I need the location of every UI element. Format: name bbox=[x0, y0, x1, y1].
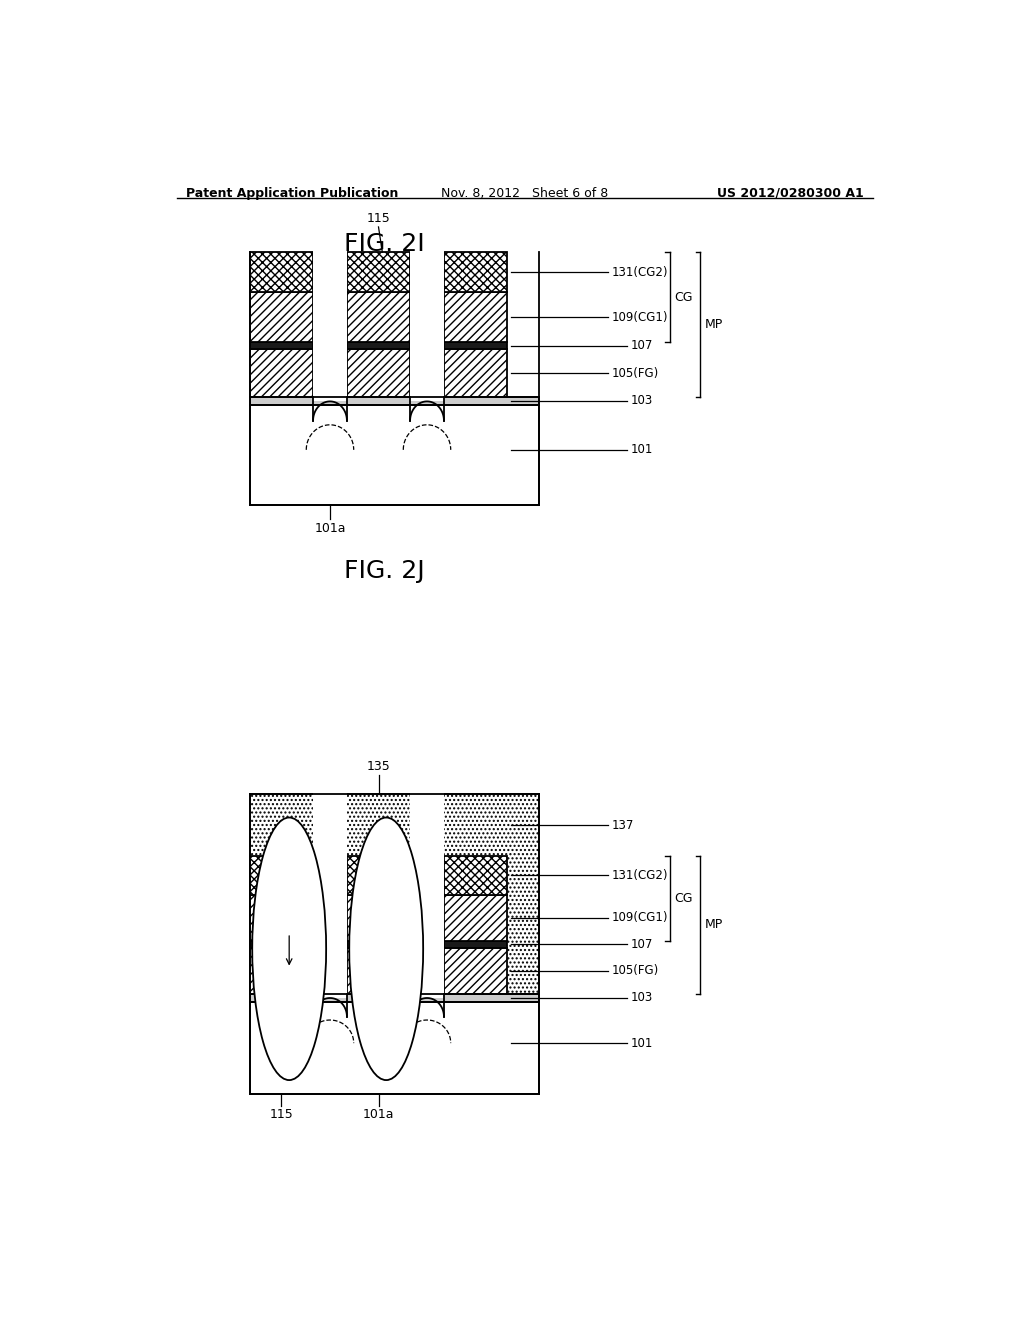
Bar bbox=[444, 252, 507, 293]
Bar bbox=[250, 342, 313, 350]
Text: 101: 101 bbox=[631, 1036, 653, 1049]
Bar bbox=[250, 405, 539, 506]
Text: 101: 101 bbox=[631, 444, 653, 457]
Bar bbox=[444, 293, 507, 342]
Text: 103: 103 bbox=[631, 991, 653, 1005]
Bar bbox=[347, 342, 410, 350]
Bar bbox=[250, 795, 539, 994]
Ellipse shape bbox=[349, 817, 423, 1080]
Bar bbox=[347, 252, 410, 293]
Bar bbox=[313, 791, 347, 998]
Bar bbox=[250, 293, 313, 342]
Text: 131(CG2): 131(CG2) bbox=[611, 869, 669, 882]
Bar bbox=[347, 857, 410, 895]
Bar bbox=[444, 948, 507, 994]
Text: 131(CG2): 131(CG2) bbox=[611, 265, 669, 279]
Text: 107: 107 bbox=[631, 937, 653, 950]
Text: 115: 115 bbox=[367, 213, 390, 226]
Text: Nov. 8, 2012   Sheet 6 of 8: Nov. 8, 2012 Sheet 6 of 8 bbox=[441, 187, 608, 199]
Bar bbox=[250, 350, 313, 397]
Bar bbox=[250, 994, 539, 1002]
Bar bbox=[347, 941, 410, 948]
Text: 103: 103 bbox=[631, 395, 653, 408]
Text: Patent Application Publication: Patent Application Publication bbox=[186, 187, 398, 199]
Bar bbox=[444, 342, 507, 350]
Text: 109(CG1): 109(CG1) bbox=[611, 911, 669, 924]
Bar bbox=[444, 941, 507, 948]
Bar bbox=[347, 293, 410, 342]
Bar bbox=[347, 350, 410, 397]
Bar bbox=[444, 857, 507, 895]
Ellipse shape bbox=[252, 817, 326, 1080]
Text: FIG. 2I: FIG. 2I bbox=[344, 231, 425, 256]
Text: 107: 107 bbox=[631, 339, 653, 352]
Bar bbox=[347, 895, 410, 941]
Bar bbox=[410, 791, 444, 998]
Text: CG: CG bbox=[674, 290, 692, 304]
Text: 109(CG1): 109(CG1) bbox=[611, 312, 669, 323]
Bar bbox=[250, 397, 539, 405]
Bar bbox=[250, 857, 313, 895]
Bar bbox=[444, 895, 507, 941]
Text: FIG. 2J: FIG. 2J bbox=[344, 558, 425, 583]
Text: US 2012/0280300 A1: US 2012/0280300 A1 bbox=[717, 187, 863, 199]
Text: MP: MP bbox=[705, 919, 723, 932]
Text: 105(FG): 105(FG) bbox=[611, 964, 659, 977]
Bar bbox=[347, 948, 410, 994]
Text: 137: 137 bbox=[611, 818, 634, 832]
Bar bbox=[250, 1002, 539, 1094]
Text: 135: 135 bbox=[367, 760, 390, 774]
Text: 101a: 101a bbox=[362, 1107, 394, 1121]
Text: 101a: 101a bbox=[314, 521, 346, 535]
Text: 105(FG): 105(FG) bbox=[611, 367, 659, 380]
Bar bbox=[250, 895, 313, 941]
Bar bbox=[250, 252, 313, 293]
Bar bbox=[410, 248, 444, 401]
Bar bbox=[250, 941, 313, 948]
Bar bbox=[313, 248, 347, 401]
Text: CG: CG bbox=[674, 892, 692, 906]
Text: 115: 115 bbox=[269, 1107, 293, 1121]
Bar bbox=[250, 948, 313, 994]
Bar bbox=[444, 350, 507, 397]
Text: MP: MP bbox=[705, 318, 723, 331]
